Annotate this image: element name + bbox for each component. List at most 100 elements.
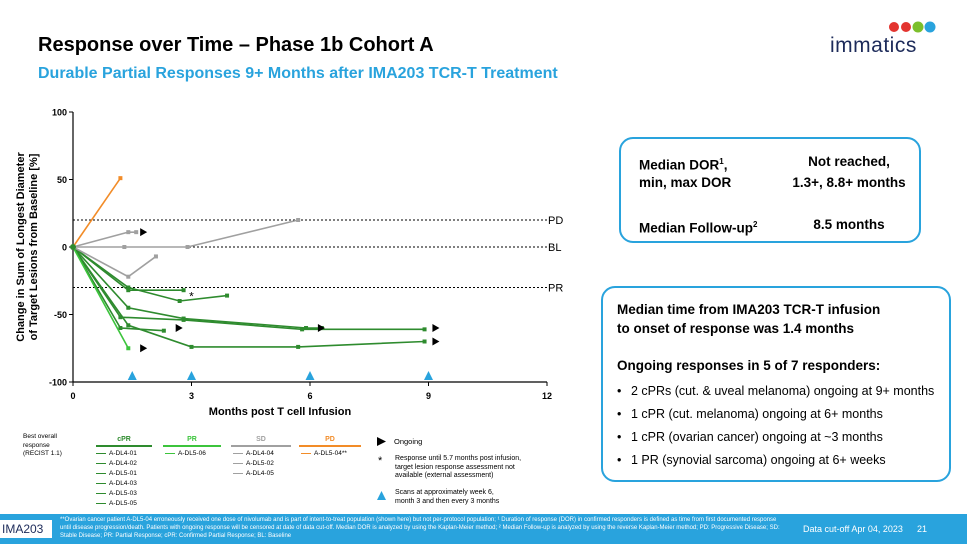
scan-marker [127, 371, 137, 380]
data-point [126, 305, 131, 310]
median-dor-label: Median DOR1, [639, 157, 728, 173]
y-tick-label: -100 [49, 378, 67, 388]
scan-triangle-icon [377, 491, 386, 500]
data-point [134, 230, 139, 235]
x-tick-label: 0 [70, 391, 75, 401]
data-point [422, 327, 427, 332]
y-tick-label: 0 [62, 243, 67, 253]
legend-item: A-DL5-01 [96, 470, 137, 477]
data-point [161, 328, 166, 333]
ongoing-marker [140, 228, 148, 237]
legend-item: A-DL4-01 [96, 450, 137, 457]
legend-asterisk-note: Response until 5.7 months post infusion,… [395, 455, 522, 479]
reference-label-pd: PD [548, 215, 563, 227]
y-tick-label: 50 [57, 175, 67, 185]
onset-line-2: to onset of response was 1.4 months [617, 321, 855, 336]
footer-data-cutoff: Data cut-off Apr 04, 2023 [803, 524, 903, 534]
y-tick-label: -50 [54, 310, 67, 320]
asterisk-marker: * [189, 289, 194, 303]
legend-item: A-DL4-05 [233, 470, 274, 477]
legend-sd-bar [231, 445, 291, 447]
data-point [225, 293, 230, 298]
data-point [126, 274, 131, 279]
scan-marker [424, 371, 433, 380]
data-point [189, 344, 194, 349]
legend-cpr-bar [96, 445, 152, 447]
legend-pd-head: PD [325, 436, 335, 443]
ongoing-item: 1 cPR (ovarian cancer) ongoing at ~3 mon… [617, 426, 934, 449]
data-point [126, 230, 131, 235]
data-point [185, 245, 190, 249]
legend-title: Best overall response (RECIST 1.1) [23, 433, 62, 457]
scan-marker [187, 371, 196, 380]
slide-title: Response over Time – Phase 1b Cohort A [38, 34, 434, 56]
x-axis-label: Months post T cell Infusion [209, 406, 352, 418]
legend-pr-bar [163, 445, 221, 447]
onset-line-1: Median time from IMA203 TCR-T infusion [617, 302, 881, 317]
legend-item: A-DL4-02 [96, 460, 137, 467]
series-line-a-dl5-06 [72, 246, 130, 349]
response-summary-box: Median time from IMA203 TCR-T infusion t… [601, 286, 951, 482]
x-tick-label: 12 [542, 391, 552, 401]
median-followup-label: Median Follow-up2 [639, 220, 758, 236]
baseline-origin-point [70, 244, 76, 250]
slide-subtitle: Durable Partial Responses 9+ Months afte… [38, 65, 558, 82]
ongoing-triangle-icon [377, 437, 386, 446]
page-number: 21 [917, 524, 928, 534]
y-tick-label: 100 [52, 108, 67, 118]
data-point [300, 327, 305, 332]
y-axis-label-line-2: of Target Lesions from Baseline [%] [28, 153, 40, 340]
data-point [181, 317, 186, 322]
data-point [153, 254, 158, 259]
legend-scan-note: Scans at approximately week 6, month 3 a… [395, 489, 500, 505]
legend-item: A-DL5-05 [96, 500, 137, 507]
series-line-a-dl5-03 [72, 246, 425, 348]
data-point [126, 285, 131, 290]
data-point [304, 326, 309, 330]
x-tick-label: 9 [426, 391, 431, 401]
data-point [126, 323, 131, 328]
dor-summary-box: Median DOR1, min, max DOR Not reached, 1… [619, 137, 921, 243]
ongoing-item: 1 PR (synovial sarcoma) ongoing at 6+ we… [617, 449, 934, 472]
data-point [177, 299, 182, 303]
ongoing-item: 1 cPR (cut. melanoma) ongoing at 6+ mont… [617, 403, 934, 426]
footer-footnote: **Ovarian cancer patient A-DL5-04 errone… [60, 517, 780, 539]
ongoing-marker [175, 324, 183, 332]
median-dor-value: Not reached, [808, 154, 890, 169]
legend-item: A-DL5-03 [96, 490, 137, 497]
ongoing-item: 2 cPRs (cut. & uveal melanoma) ongoing a… [617, 380, 934, 403]
legend-ongoing-label: Ongoing [394, 437, 423, 446]
legend-cpr-head: cPR [117, 436, 131, 443]
data-point [122, 245, 127, 249]
logo-wordmark: immatics [830, 34, 917, 57]
data-point [118, 176, 123, 181]
ongoing-marker [432, 337, 440, 346]
x-tick-label: 6 [307, 391, 312, 401]
reference-label-bl: BL [548, 242, 561, 254]
data-point [296, 218, 301, 222]
slide-footer: IMA203 **Ovarian cancer patient A-DL5-04… [0, 514, 967, 544]
ongoing-marker [432, 324, 440, 332]
legend-item: A-DL4-04 [233, 450, 274, 457]
series-line-a-dl4-04 [73, 219, 299, 248]
company-logo: immatics [830, 14, 940, 58]
median-followup-value: 8.5 months [813, 217, 885, 232]
reference-label-pr: PR [548, 283, 563, 295]
min-max-dor-label: min, max DOR [639, 175, 732, 190]
data-point [181, 288, 186, 293]
ongoing-marker [140, 344, 148, 353]
logo-dots-icon [889, 21, 936, 33]
ongoing-list: 2 cPRs (cut. & uveal melanoma) ongoing a… [617, 380, 934, 472]
data-point [118, 326, 123, 330]
footer-product-tag: IMA203 [0, 520, 52, 538]
ongoing-heading: Ongoing responses in 5 of 7 responders: [617, 358, 881, 373]
data-point [126, 346, 131, 351]
legend-pd-bar [299, 445, 361, 447]
legend-pr-head: PR [187, 436, 197, 443]
min-max-dor-value: 1.3+, 8.8+ months [792, 175, 906, 190]
legend-item: A-DL5-04** [301, 450, 347, 457]
data-point [296, 344, 301, 349]
scan-marker [305, 371, 315, 380]
data-point [118, 315, 123, 320]
